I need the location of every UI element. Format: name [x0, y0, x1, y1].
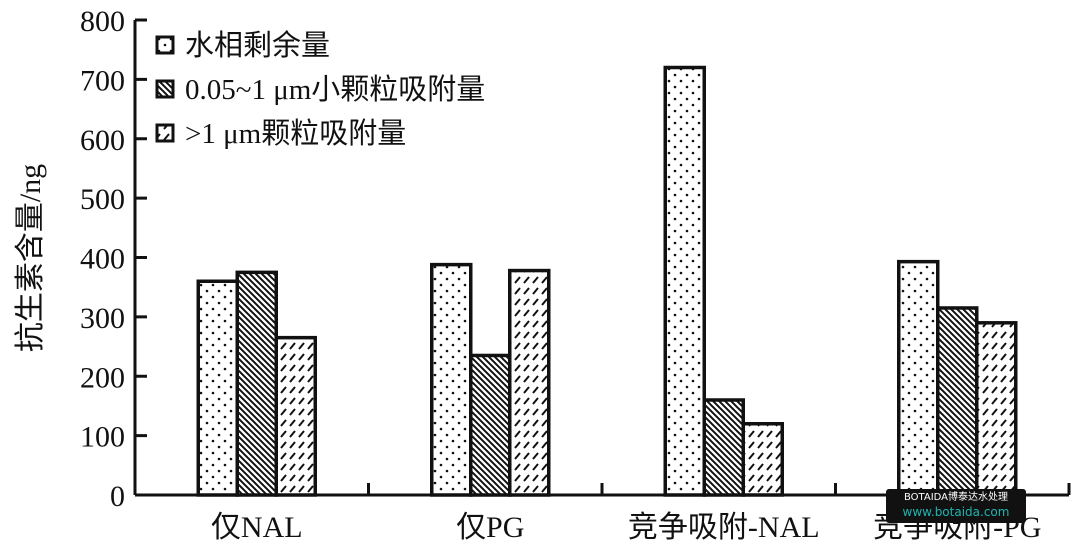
watermark-line2: www.botaida.com — [902, 505, 1010, 519]
legend-swatch — [155, 79, 175, 99]
y-tick-label: 700 — [80, 64, 125, 97]
bar-1-2 — [430, 262, 473, 497]
y-tick-label: 200 — [80, 361, 125, 394]
category-label: 仅PG — [456, 511, 524, 544]
bar-3-3 — [741, 422, 784, 497]
category-label: 仅NAL — [211, 511, 303, 544]
y-tick-label: 800 — [80, 5, 125, 38]
bar-3-4 — [975, 321, 1018, 497]
legend-label: >1 μm颗粒吸附量 — [185, 117, 406, 150]
y-tick-label: 0 — [110, 480, 125, 513]
y-tick-label: 300 — [80, 302, 125, 335]
bar-3-2 — [508, 268, 551, 497]
legend-swatch — [155, 123, 175, 143]
bar-1-4 — [897, 259, 940, 497]
watermark: BOTAIDA博泰达水处理 www.botaida.com — [886, 489, 1026, 523]
y-tick-label: 100 — [80, 421, 125, 454]
legend: 水相剩余量 0.05~1 μm小颗粒吸附量 >1 μm颗粒吸附量 — [155, 29, 485, 150]
watermark-line1: BOTAIDA博泰达水处理 — [903, 492, 1009, 503]
bar-2-3 — [702, 398, 745, 497]
bar-2-2 — [469, 353, 512, 497]
y-axis-label: 抗生素含量/ng — [14, 164, 47, 352]
y-tick-label: 400 — [80, 243, 125, 276]
bar-1-3 — [663, 65, 706, 497]
bar-2-4 — [936, 306, 979, 497]
legend-label: 水相剩余量 — [185, 29, 330, 62]
bar-2-1 — [235, 270, 278, 497]
legend-swatch — [155, 35, 175, 55]
y-tick-label: 500 — [80, 183, 125, 216]
category-label: 竞争吸附-NAL — [628, 511, 820, 544]
legend-label: 0.05~1 μm小颗粒吸附量 — [185, 73, 485, 106]
bar-1-1 — [196, 279, 239, 497]
y-tick-label: 600 — [80, 124, 125, 157]
bar-3-1 — [274, 335, 317, 497]
